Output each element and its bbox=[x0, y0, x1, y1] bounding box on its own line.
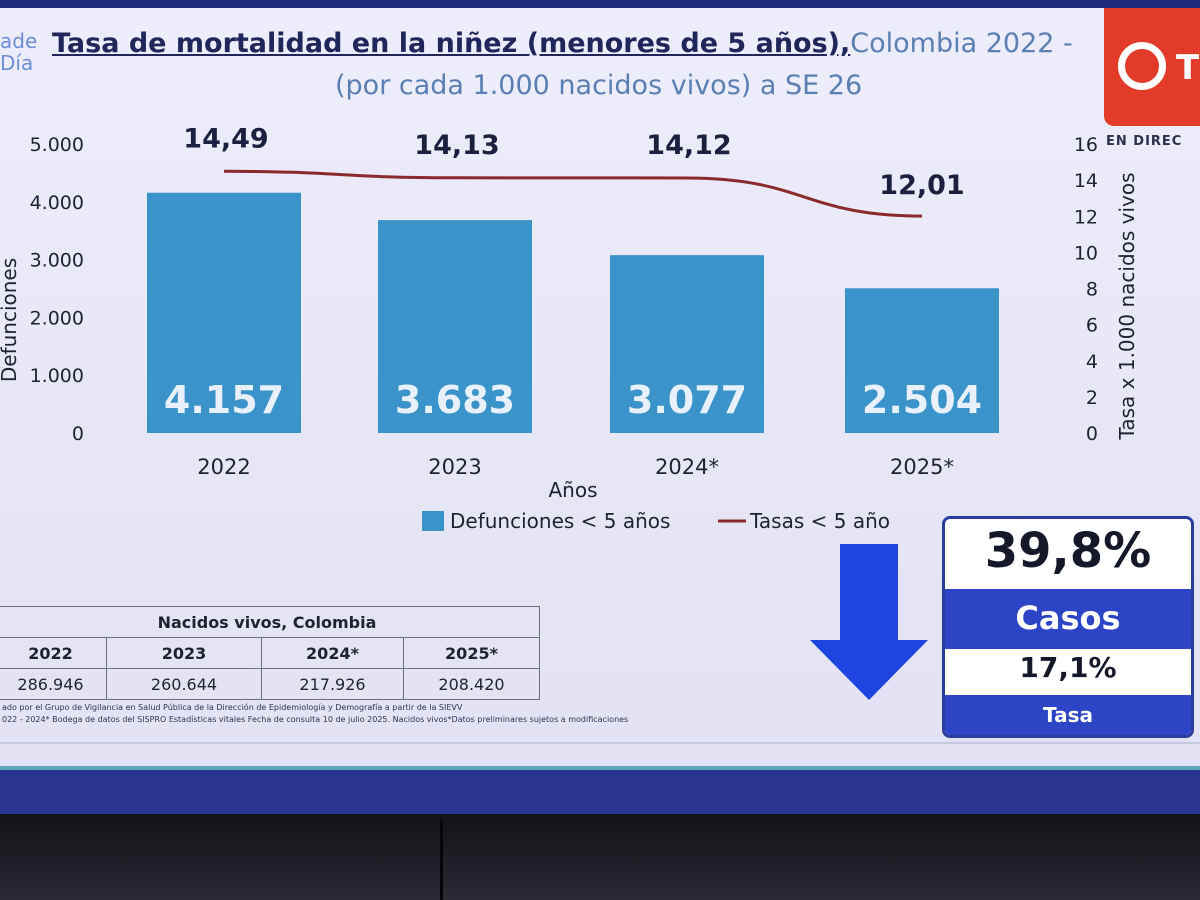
legend-line-label: Tasas < 5 año bbox=[749, 509, 890, 533]
broadcast-band bbox=[0, 770, 1200, 814]
x-axis: 2022 2023 2024* 2025* bbox=[197, 455, 954, 479]
y-tick-label: 5.000 bbox=[30, 134, 84, 156]
y-axis-title: Defunciones bbox=[0, 258, 21, 382]
rate-value-label: 14,12 bbox=[646, 130, 731, 161]
bar-series: 4.157 3.683 3.077 2.504 bbox=[147, 192, 999, 433]
legend-bar-label: Defunciones < 5 años bbox=[450, 509, 670, 533]
births-table: Nacidos vivos, Colombia 2022 2023 2024* … bbox=[0, 606, 540, 700]
source-note: ado por el Grupo de Vigilancia en Salud … bbox=[2, 702, 722, 726]
rate-line bbox=[223, 169, 923, 218]
mortality-chart: 0 1.000 2.000 3.000 4.000 5.000 0 2 4 6 8 10 12 14 16… bbox=[0, 123, 1139, 533]
births-value: 217.926 bbox=[261, 668, 404, 700]
bar-value-label: 3.683 bbox=[395, 378, 515, 422]
y2-tick-label: 8 bbox=[1086, 279, 1098, 301]
cases-label: Casos bbox=[945, 589, 1191, 649]
y-tick-label: 3.000 bbox=[30, 250, 84, 272]
births-year: 2025* bbox=[403, 637, 540, 669]
tv-stand bbox=[440, 820, 500, 900]
births-year: 2022 bbox=[0, 637, 107, 669]
legend-bar-swatch bbox=[422, 511, 444, 531]
bar-2025* bbox=[845, 288, 999, 433]
y-tick-label: 2.000 bbox=[30, 307, 84, 329]
y2-tick-label: 4 bbox=[1086, 351, 1098, 373]
rate-labels: 14,49 14,13 14,12 12,01 bbox=[183, 123, 964, 201]
channel-logo-letter: T bbox=[1176, 48, 1200, 88]
bar-2022 bbox=[147, 192, 301, 433]
rate-value-label: 14,49 bbox=[183, 123, 268, 154]
y2-tick-label: 2 bbox=[1086, 387, 1098, 409]
bar-value-label: 3.077 bbox=[627, 378, 747, 422]
y2-tick-label: 0 bbox=[1086, 423, 1098, 445]
bar-value-label: 2.504 bbox=[862, 378, 982, 422]
y2-axis-title: Tasa x 1.000 nacidos vivos bbox=[1115, 172, 1139, 440]
tv-bezel bbox=[0, 814, 1200, 900]
births-year: 2023 bbox=[106, 637, 262, 669]
births-value: 260.644 bbox=[106, 668, 262, 700]
y2-tick-label: 12 bbox=[1074, 206, 1098, 228]
x-tick-label: 2022 bbox=[197, 455, 250, 479]
rate-value-label: 14,13 bbox=[414, 130, 499, 161]
y-tick-label: 0 bbox=[72, 423, 84, 445]
rate-value-label: 12,01 bbox=[879, 170, 964, 201]
births-value: 208.420 bbox=[403, 668, 540, 700]
births-value: 286.946 bbox=[0, 668, 107, 700]
y-axis-right: 0 2 4 6 8 10 12 14 16 bbox=[1074, 134, 1098, 445]
births-table-title: Nacidos vivos, Colombia bbox=[0, 606, 540, 638]
decrease-arrow-icon bbox=[810, 544, 928, 700]
rate-label: Tasa bbox=[945, 695, 1191, 735]
live-badge: EN DIREC bbox=[1106, 134, 1183, 149]
broadcast-band-accent bbox=[0, 766, 1200, 772]
bar-2024* bbox=[610, 255, 764, 433]
source-note-line: 022 - 2024* Bodega de datos del SISPRO E… bbox=[2, 715, 629, 724]
channel-logo-ring bbox=[1118, 42, 1166, 90]
y2-tick-label: 14 bbox=[1074, 170, 1098, 192]
y-tick-label: 4.000 bbox=[30, 192, 84, 214]
y2-tick-label: 10 bbox=[1074, 242, 1098, 264]
cases-change-value: 39,8% bbox=[984, 523, 1152, 579]
channel-logo: T bbox=[1104, 8, 1200, 126]
y-axis-left: 0 1.000 2.000 3.000 4.000 5.000 bbox=[30, 134, 84, 445]
left-logo: ade Día bbox=[0, 30, 38, 75]
slide-title-region: Colombia 2022 - bbox=[850, 28, 1073, 59]
births-year: 2024* bbox=[261, 637, 404, 669]
x-tick-label: 2024* bbox=[655, 455, 719, 479]
source-note-line: ado por el Grupo de Vigilancia en Salud … bbox=[2, 703, 463, 712]
births-table-container: Nacidos vivos, Colombia 2022 2023 2024* … bbox=[0, 606, 540, 700]
y2-tick-label: 16 bbox=[1074, 134, 1098, 156]
screen-top-edge bbox=[0, 0, 1200, 8]
slide-bottom-rule bbox=[0, 742, 1200, 744]
x-tick-label: 2025* bbox=[890, 455, 954, 479]
x-axis-title: Años bbox=[548, 478, 597, 502]
bar-value-label: 4.157 bbox=[164, 378, 284, 422]
legend: Defunciones < 5 años Tasas < 5 año bbox=[422, 509, 890, 533]
x-tick-label: 2023 bbox=[428, 455, 481, 479]
slide-subtitle: (por cada 1.000 nacidos vivos) a SE 26 bbox=[335, 70, 863, 101]
slide-title-main: Tasa de mortalidad en la niñez (menores … bbox=[52, 28, 851, 59]
slide-title: Tasa de mortalidad en la niñez (menores … bbox=[52, 28, 1073, 59]
y2-tick-label: 6 bbox=[1086, 315, 1098, 337]
kpi-box: 39,8% Casos 17,1% Tasa bbox=[942, 516, 1194, 738]
y-tick-label: 1.000 bbox=[30, 365, 84, 387]
bar-2023 bbox=[378, 220, 532, 433]
rate-change-value: 17,1% bbox=[1019, 651, 1117, 684]
